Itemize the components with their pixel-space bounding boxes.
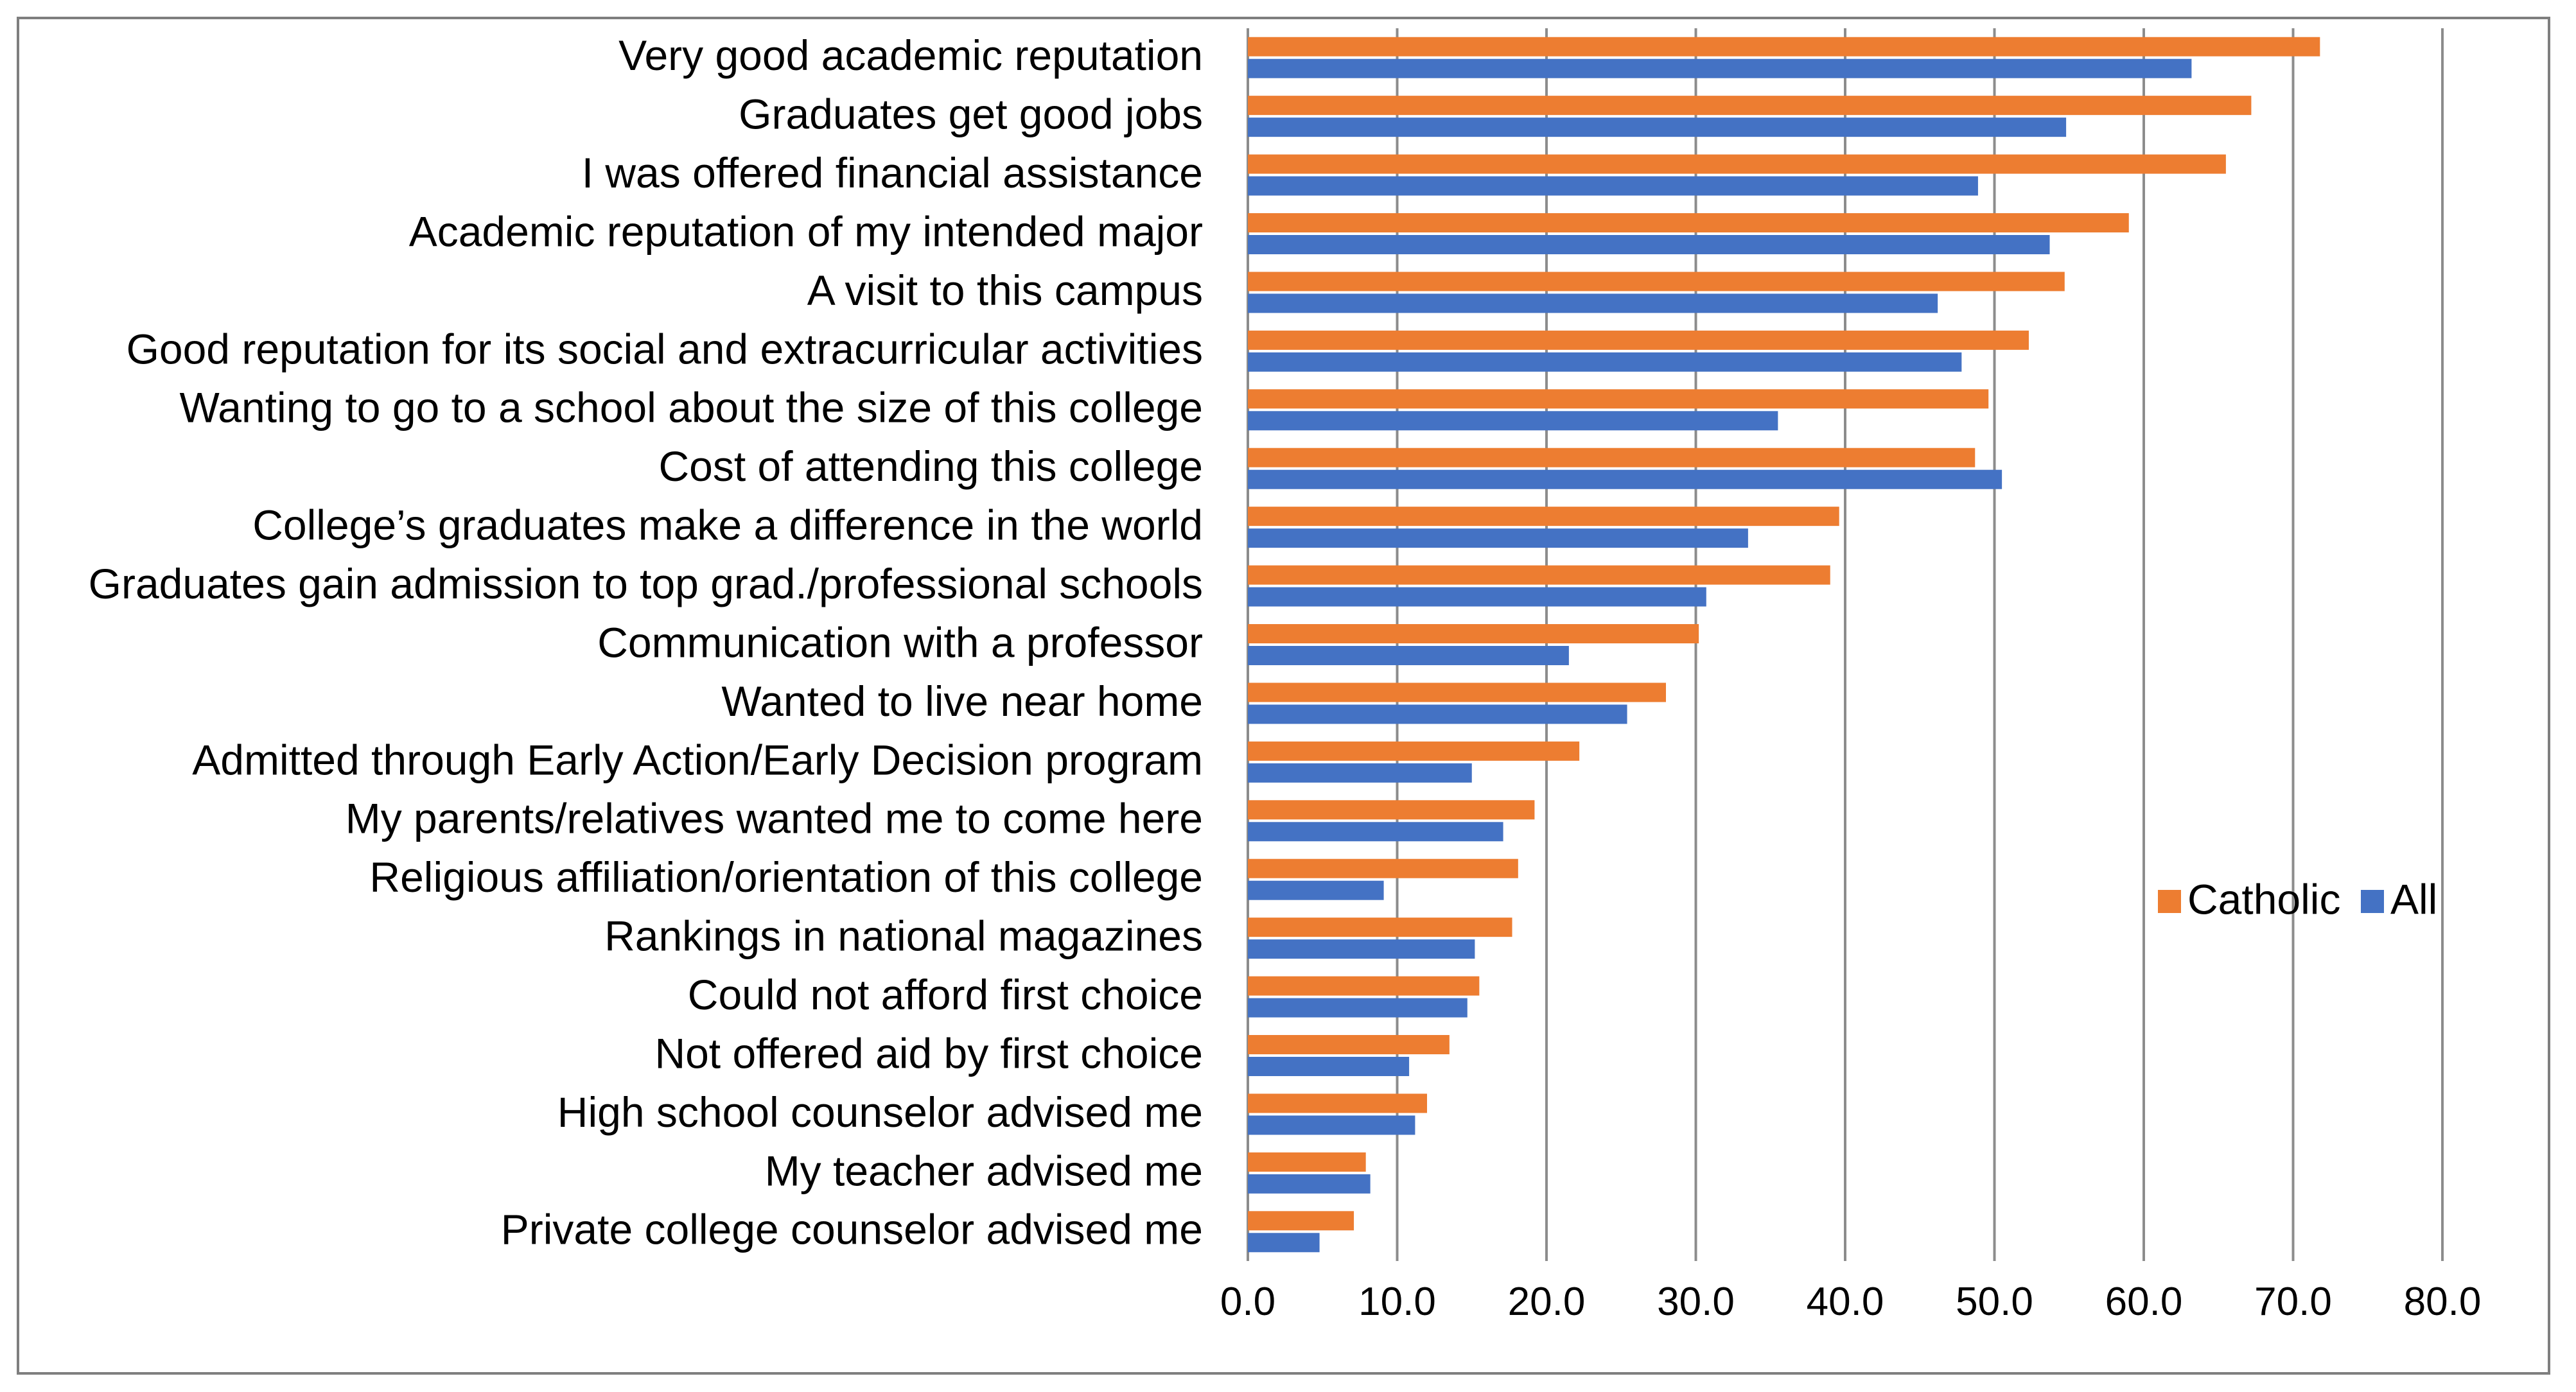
x-tick-label: 40.0: [1807, 1280, 1884, 1324]
x-tick-label: 20.0: [1508, 1280, 1586, 1324]
x-tick-labels: 0.0 10.0 20.0 30.0 40.0 50.0 60.0 70.0 80.0: [1220, 1280, 2481, 1324]
bar-all-12: [1248, 763, 1472, 783]
bar-catholic-18: [1248, 1093, 1427, 1113]
bar-catholic-5: [1248, 330, 2029, 350]
x-tick-label: 50.0: [1956, 1280, 2033, 1324]
category-label: College’s graduates make a difference in…: [252, 501, 1203, 549]
bar-all-4: [1248, 293, 1938, 313]
category-label: My parents/relatives wanted me to come h…: [346, 795, 1203, 842]
category-label: Private college counselor advised me: [501, 1206, 1203, 1253]
bar-catholic-6: [1248, 389, 1989, 409]
legend-label-all: All: [2390, 875, 2437, 923]
category-label: Graduates gain admission to top grad./pr…: [89, 560, 1203, 607]
bar-all-2: [1248, 176, 1978, 196]
category-label: Academic reputation of my intended major: [409, 207, 1203, 255]
bar-all-19: [1248, 1174, 1371, 1194]
bar-all-9: [1248, 587, 1706, 607]
x-tick-label: 70.0: [2254, 1280, 2332, 1324]
x-tick-label: 30.0: [1657, 1280, 1735, 1324]
category-label: Communication with a professor: [597, 618, 1203, 666]
bar-catholic-3: [1248, 213, 2129, 232]
x-tick-label: 60.0: [2105, 1280, 2183, 1324]
bar-catholic-11: [1248, 683, 1666, 702]
x-tick-label: 10.0: [1358, 1280, 1436, 1324]
bar-catholic-12: [1248, 741, 1580, 761]
bar-catholic-8: [1248, 507, 1839, 526]
category-label: Very good academic reputation: [618, 31, 1203, 79]
bar-catholic-15: [1248, 918, 1512, 937]
bar-all-13: [1248, 822, 1503, 842]
category-labels: Very good academic reputation Graduates g…: [89, 31, 1203, 1253]
bar-chart: Very good academic reputation Graduates g…: [89, 28, 2481, 1324]
bars: [1248, 37, 2320, 1253]
bar-all-3: [1248, 235, 2050, 254]
category-label: Could not afford first choice: [688, 971, 1203, 1018]
bar-catholic-14: [1248, 858, 1518, 878]
bar-catholic-1: [1248, 96, 2252, 116]
legend-swatch-all: [2361, 890, 2384, 913]
category-label: Not offered aid by first choice: [654, 1029, 1203, 1077]
bar-all-16: [1248, 998, 1468, 1018]
bar-all-11: [1248, 704, 1627, 724]
legend: Catholic All: [2158, 875, 2437, 923]
legend-label-catholic: Catholic: [2187, 875, 2340, 923]
category-label: Religious affiliation/orientation of thi…: [369, 853, 1203, 901]
category-label: A visit to this campus: [807, 266, 1203, 314]
category-label: Wanting to go to a school about the size…: [179, 384, 1203, 431]
category-label: Rankings in national magazines: [604, 912, 1203, 960]
bar-catholic-20: [1248, 1211, 1354, 1231]
category-label: High school counselor advised me: [557, 1088, 1203, 1136]
bar-all-6: [1248, 411, 1778, 431]
bar-all-14: [1248, 880, 1384, 900]
bar-all-0: [1248, 58, 2192, 78]
gridlines: [1247, 28, 2444, 1261]
category-label: Graduates get good jobs: [739, 91, 1203, 138]
bar-catholic-4: [1248, 272, 2065, 291]
category-label: Good reputation for its social and extra…: [127, 325, 1203, 372]
category-label: I was offered financial assistance: [582, 149, 1203, 196]
chart-frame: Very good academic reputation Graduates g…: [17, 17, 2550, 1375]
bar-all-20: [1248, 1233, 1320, 1253]
bar-catholic-10: [1248, 624, 1699, 643]
bar-all-18: [1248, 1115, 1415, 1135]
bar-catholic-16: [1248, 976, 1480, 996]
bar-all-15: [1248, 939, 1475, 959]
bar-all-5: [1248, 352, 1962, 372]
bar-catholic-0: [1248, 37, 2320, 57]
category-label: Cost of attending this college: [658, 442, 1203, 490]
bar-all-8: [1248, 528, 1748, 548]
bar-all-10: [1248, 646, 1569, 665]
category-label: My teacher advised me: [765, 1147, 1203, 1194]
bar-catholic-19: [1248, 1152, 1366, 1172]
bar-all-7: [1248, 469, 2002, 489]
bar-catholic-13: [1248, 800, 1535, 820]
x-tick-label: 0.0: [1220, 1280, 1275, 1324]
bar-catholic-2: [1248, 154, 2226, 174]
legend-swatch-catholic: [2158, 890, 2181, 913]
bar-all-17: [1248, 1057, 1410, 1076]
category-label: Admitted through Early Action/Early Deci…: [192, 736, 1203, 783]
x-tick-label: 80.0: [2404, 1280, 2482, 1324]
bar-catholic-9: [1248, 565, 1830, 585]
bar-catholic-7: [1248, 448, 1976, 467]
bar-all-1: [1248, 117, 2067, 137]
bar-catholic-17: [1248, 1035, 1450, 1054]
category-label: Wanted to live near home: [721, 677, 1203, 725]
